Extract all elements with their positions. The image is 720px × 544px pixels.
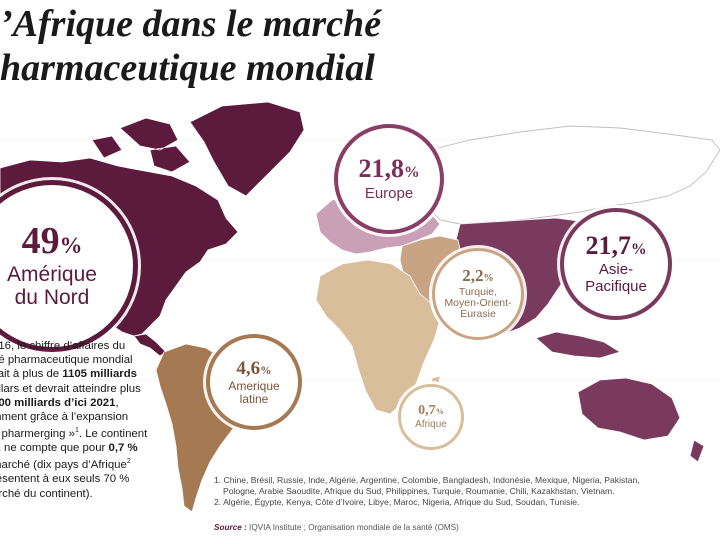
body-text: 016, le chiffre d’affaires du hé pharmace… — [0, 339, 178, 501]
indonesia-shape — [535, 331, 621, 359]
body-text-run: in ne compte que pour — [0, 442, 109, 455]
body-text-line: in ne compte que pour 0,7 % — [0, 441, 178, 455]
body-text-run: 0,7 % — [108, 442, 138, 455]
body-text-line: 016, le chiffre d’affaires du — [0, 339, 178, 353]
region-label-asia-pacific: Asie- Pacifique — [585, 261, 647, 295]
region-label-turkey-middle-east-eurasia: Turquie, Moyen-Orient- Eurasie — [444, 285, 512, 321]
footnote-1: 1. Chine, Brésil, Russie, Inde, Algérie,… — [214, 475, 640, 485]
body-text-line: 400 milliards d’ici 2021, — [0, 396, 178, 410]
region-value-number: 49 — [21, 220, 60, 263]
region-circle-asia-pacific: 21,7% Asie- Pacifique — [560, 208, 672, 320]
region-label-line: Afrique — [415, 418, 447, 430]
region-value-latin-america: 4,6% — [236, 359, 271, 378]
footnotes: 1. Chine, Brésil, Russie, Inde, Algérie,… — [214, 475, 714, 509]
region-label-latin-america: Amerique latine — [228, 378, 280, 406]
region-value-number: 4,6 — [236, 357, 261, 379]
region-value-number: 2,2 — [462, 266, 484, 286]
page-title-line-2: harmaceutique mondial — [0, 47, 375, 89]
region-value-unit: % — [483, 273, 494, 285]
region-label-africa: Afrique — [415, 418, 447, 431]
region-value-unit: % — [435, 406, 444, 416]
footnote-2: 2. Algérie, Égypte, Kenya, Côte d’Ivoire… — [214, 497, 580, 508]
new-zealand-shape — [689, 439, 705, 463]
region-value-asia-pacific: 21,7% — [585, 233, 646, 259]
source-text: IQVIA Institute ; Organisation mondiale … — [246, 523, 459, 532]
africa-shape — [315, 259, 441, 415]
body-text-run: résentent à eux seuls 70 % — [0, 473, 130, 486]
region-label-line: Moyen-Orient- — [444, 296, 512, 309]
greenland-shape — [189, 101, 305, 197]
body-text-run: . Le continent — [78, 428, 148, 441]
body-text-line: « pharmerging »1. Le continent — [0, 424, 178, 441]
region-label-line: du Nord — [14, 286, 90, 309]
body-text-run: , — [115, 396, 119, 409]
body-text-run: 1105 milliards — [62, 368, 138, 381]
region-value-africa: 0,7% — [418, 402, 444, 418]
body-text-line: hé pharmaceutique mondial — [0, 353, 178, 367]
body-text-run: ollars et devrait atteindre plus — [0, 382, 141, 395]
region-value-unit: % — [403, 163, 420, 181]
region-circle-africa: 0,7% Afrique — [398, 384, 464, 450]
region-value-unit: % — [59, 233, 83, 259]
body-text-line: ollars et devrait atteindre plus — [0, 382, 178, 396]
region-value-number: 0,7 — [418, 402, 436, 418]
body-text-run: « pharmerging » — [0, 428, 75, 441]
region-circle-north-america: 49% Amérique du Nord — [0, 180, 138, 352]
region-circle-europe: 21,8% Europe — [334, 124, 444, 234]
region-label-line: Europe — [364, 184, 414, 202]
body-text-line: marché (dix pays d’Afrique2 — [0, 455, 178, 472]
body-text-line: vait à plus de 1105 milliards — [0, 367, 178, 381]
region-value-unit: % — [260, 364, 272, 377]
region-label-line: Turquie, — [458, 285, 498, 298]
body-text-run: 016, le chiffre d’affaires du — [0, 340, 126, 352]
region-label-line: Asie- — [598, 261, 634, 279]
page-title: ’Afrique dans le marché harmaceutique mo… — [0, 2, 720, 90]
footnote-1-continued: Pologne, Arabie Saoudite, Afrique du Sud… — [223, 486, 615, 497]
region-label-europe: Europe — [364, 184, 414, 202]
australia-shape — [577, 377, 681, 441]
region-label-line: Pacifique — [585, 277, 647, 295]
body-text-run: 2 — [126, 458, 131, 466]
body-text-run: hé pharmaceutique mondial — [0, 354, 133, 367]
region-circle-turkey-middle-east-eurasia: 2,2% Turquie, Moyen-Orient- Eurasie — [432, 248, 524, 340]
arctic-islands-shape — [91, 117, 191, 173]
body-text-run: marché (dix pays d’Afrique — [0, 459, 127, 472]
body-text-line: mment grâce à l’expansion — [0, 410, 178, 424]
region-value-turkey-middle-east-eurasia: 2,2% — [462, 267, 493, 284]
region-label-line: latine — [239, 391, 269, 406]
body-text-run: 400 milliards d’ici 2021 — [0, 396, 116, 409]
source-line: Source : IQVIA Institute ; Organisation … — [214, 523, 459, 532]
body-text-run: vait à plus de — [0, 368, 60, 381]
body-text-run: arché du continent). — [0, 487, 93, 500]
region-circle-latin-america: 4,6% Amerique latine — [206, 334, 302, 430]
region-value-unit: % — [630, 241, 647, 259]
body-text-line: résentent à eux seuls 70 % — [0, 472, 178, 486]
region-label-line: Eurasie — [460, 308, 496, 321]
region-label-line: Amerique — [228, 378, 280, 393]
region-value-europe: 21,8% — [358, 153, 420, 183]
page-title-line-1: ’Afrique dans le marché — [0, 3, 382, 45]
source-label: Source : — [214, 523, 247, 532]
region-label-line: Amérique — [7, 263, 97, 287]
russia-shape — [397, 125, 720, 225]
body-text-run: mment grâce à l’expansion — [0, 411, 129, 424]
region-value-number: 21,8 — [358, 153, 404, 183]
region-label-north-america: Amérique du Nord — [7, 264, 97, 309]
region-value-north-america: 49% — [22, 222, 83, 260]
region-value-number: 21,7 — [585, 231, 631, 261]
body-text-run: 1 — [74, 427, 79, 435]
body-text-line: arché du continent). — [0, 487, 178, 501]
